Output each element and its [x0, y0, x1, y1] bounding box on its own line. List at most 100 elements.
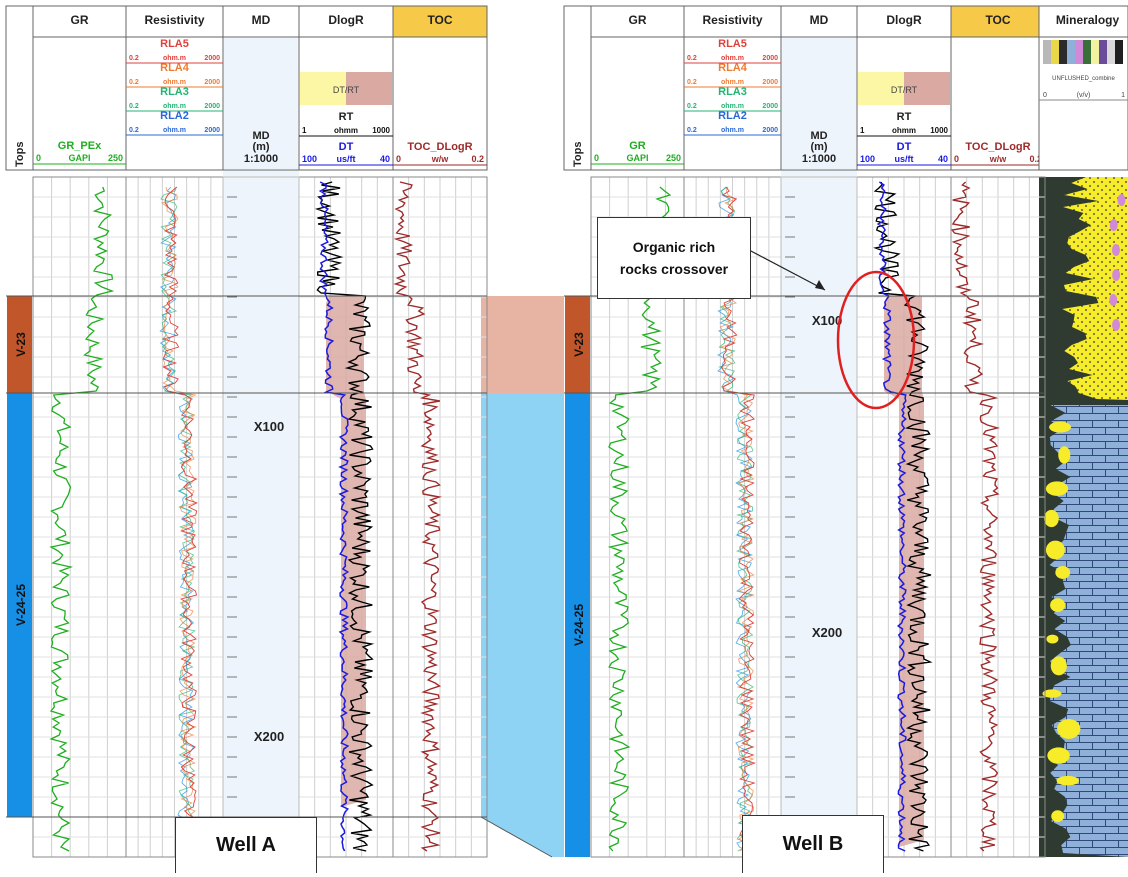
mineralogy-legend-swatch [1107, 40, 1115, 64]
well-b-md-bg [781, 37, 857, 857]
well-b-toc-curve: TOC_DLogR [965, 141, 1030, 153]
well-a-res-title: Resistivity [144, 13, 204, 27]
mineralogy-sand-lens [1049, 421, 1072, 433]
well-a-dlogr-fill-label: DT/RT [333, 85, 360, 95]
well-a-label: Well A [175, 817, 317, 873]
well-b-tops-label: Tops [572, 142, 584, 167]
well-a-tops-label: Tops [14, 142, 26, 167]
mineralogy-min: 0 [1043, 92, 1047, 99]
well-a-depth-1: X100 [254, 419, 284, 434]
well-b-dlogr-title: DlogR [886, 13, 922, 27]
mineralogy-mineral-lens [1109, 219, 1118, 231]
well-a-res-curve-3: RLA2 [160, 110, 189, 122]
corr-v2425-band [481, 393, 564, 857]
mineralogy-mineral-lens [1112, 319, 1121, 331]
well-a-res-curve-line-2 [161, 186, 198, 852]
well-b-label: Well B [742, 815, 884, 873]
well-b-dt-scale-min: 100 [860, 154, 875, 164]
well-a-res-header-cell [125, 36, 224, 171]
mineralogy-sand-lens [1044, 509, 1059, 528]
well-b-res-scale-1-min: 0.2 [687, 79, 697, 86]
callout-line-1: Organic rich [632, 239, 716, 255]
well-a-res-scale-2-min: 0.2 [129, 103, 139, 110]
well-a-res-curve-2: RLA3 [160, 86, 189, 98]
well-b-res-scale-2-min: 0.2 [687, 103, 697, 110]
mineralogy-mineral-lens [1117, 194, 1126, 206]
well-a-rt-scale-unit: ohmm [334, 126, 358, 135]
well-b-res-title: Resistivity [702, 13, 762, 27]
well-a-dlogr-pink [346, 72, 392, 105]
mineralogy-sand-lens [1058, 446, 1071, 464]
mineralogy-sand-lens [1057, 718, 1081, 739]
well-a-dt-scale-min: 100 [302, 154, 317, 164]
well-a-res-scale-3-min: 0.2 [129, 127, 139, 134]
well-b-dt-scale-unit: us/ft [895, 154, 914, 164]
well-b-res-scale-2-unit: ohm.m [721, 103, 744, 110]
well-b-gr-scale-min: 0 [594, 153, 599, 163]
well-a-rt-scale-max: 1000 [372, 126, 390, 135]
well-b-rt-scale-unit: ohmm [892, 126, 916, 135]
well-b-res-scale-1-max: 2000 [762, 79, 778, 86]
well-b-gr-curve: GR [629, 140, 646, 152]
well-a-gr-scale-max: 250 [108, 153, 123, 163]
mineralogy-sand-lens [1051, 810, 1065, 823]
well-a-depth-2: X200 [254, 729, 284, 744]
well-b-zone-v2425 [565, 393, 590, 857]
well-b-res-curve-3: RLA2 [718, 110, 747, 122]
annotation-callout: Organic rich rocks crossover [597, 217, 751, 299]
well-b-md-header-bg [782, 38, 856, 169]
mineralogy-legend-swatch [1115, 40, 1123, 64]
well-b-res-header-cell [683, 36, 782, 171]
well-b-dlogr-yellow [858, 72, 904, 105]
well-a-md-line2: (m) [252, 141, 269, 153]
callout-line-2: rocks crossover [619, 261, 729, 277]
mineralogy-sand-lens [1050, 656, 1067, 676]
well-b-toc-scale-max: 0.2 [1029, 154, 1042, 164]
well-a-toc-scale-max: 0.2 [471, 154, 484, 164]
well-b-md-scale: 1:1000 [802, 153, 836, 165]
well-a-res-scale-0-max: 2000 [204, 55, 220, 62]
callout-arrow [748, 249, 826, 291]
well-a-md-scale: 1:1000 [244, 153, 278, 165]
well-a-zone-v23 [7, 296, 32, 393]
mineralogy-mineral-lens [1112, 269, 1121, 281]
mineralogy-legend-swatch [1099, 40, 1107, 64]
mineralogy-mineral-lens [1109, 294, 1118, 306]
well-a-zone-label-v2425: V-24-25 [14, 584, 28, 626]
well-a-tops-header [5, 5, 34, 171]
mineralogy-sand-lens [1046, 634, 1059, 644]
well-a-res-scale-1-max: 2000 [204, 79, 220, 86]
mineralogy-title: Mineralogy [1056, 13, 1120, 27]
corr-base-line [480, 816, 553, 858]
well-b-res-curve-2: RLA3 [718, 86, 747, 98]
well-b-depth-2: X200 [812, 625, 842, 640]
well-b-depth-1: X100 [812, 313, 842, 328]
well-b-zone-label-v2425: V-24-25 [572, 604, 586, 646]
mineralogy-mineral-lens [1111, 244, 1120, 256]
well-b-res-curve-0: RLA5 [718, 38, 747, 50]
well-a-dt-curve: DT [339, 141, 354, 153]
well-b-toc-scale-unit: w/w [989, 154, 1008, 164]
well-a-zone-label-v23: V-23 [14, 332, 28, 357]
well-a-crossover-fill [326, 296, 366, 807]
well-b-tops-header [563, 5, 592, 171]
well-a-res-scale-1-unit: ohm.m [163, 79, 186, 86]
well-a-md-header-bg [224, 38, 298, 169]
well-a-res-curve-line-0 [159, 186, 195, 852]
well-b-dlogr-title-cell [856, 5, 952, 38]
mineralogy-limestone [1049, 405, 1128, 857]
well-b-res-scale-3-unit: ohm.m [721, 127, 744, 134]
well-b-toc-title: TOC [985, 13, 1010, 27]
well-a-zone-v2425 [7, 393, 32, 817]
well-b-res-scale-0-unit: ohm.m [721, 55, 744, 62]
well-b-toc-curve-line [950, 181, 1001, 852]
well-b-dt-curve-line [876, 181, 907, 852]
well-b-res-scale-1-unit: ohm.m [721, 79, 744, 86]
well-b-md-line2: (m) [810, 141, 827, 153]
well-a-gr-header-cell [32, 36, 127, 171]
mineralogy-max: 1 [1121, 92, 1125, 99]
well-a-dlogr-yellow [300, 72, 346, 105]
mineralogy-legend-swatch [1043, 40, 1051, 64]
mineralogy-sand-lens [1047, 747, 1070, 764]
well-a-gr-scale-min: 0 [36, 153, 41, 163]
